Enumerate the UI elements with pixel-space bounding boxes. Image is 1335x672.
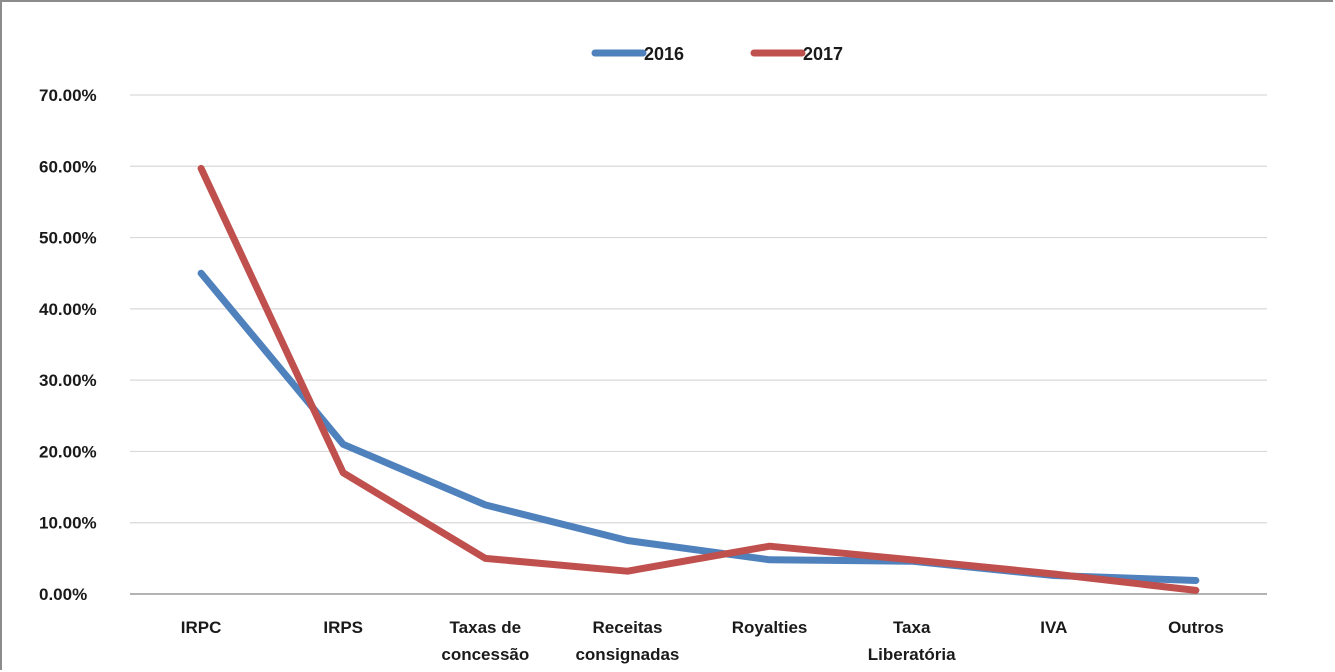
y-axis: 0.00% 10.00% 20.00% 30.00% 40.00% 50.00% 60.00… <box>39 86 97 604</box>
x-tick-label: Outros <box>1168 618 1224 637</box>
y-tick-label: 40.00% <box>39 300 97 319</box>
y-tick-label: 30.00% <box>39 371 97 390</box>
y-tick-label: 50.00% <box>39 229 97 248</box>
series-lines <box>197 164 1200 594</box>
gridlines <box>130 94 1267 595</box>
x-axis: IRPC IRPS Taxas de concessão Receitas consign… <box>181 618 1224 664</box>
legend: 2016 2017 <box>591 44 843 64</box>
x-tick-label: Taxas de concessão <box>441 618 529 664</box>
series-line-2017 <box>197 164 1200 594</box>
y-tick-label: 70.00% <box>39 86 97 105</box>
x-tick-label: IRPC <box>181 618 222 637</box>
y-tick-label: 60.00% <box>39 157 97 176</box>
y-tick-label: 0.00% <box>39 585 87 604</box>
legend-label-2016: 2016 <box>644 44 684 64</box>
x-tick-label: Taxa Liberatória <box>868 618 956 664</box>
x-tick-label: IVA <box>1040 618 1067 637</box>
legend-label-2017: 2017 <box>803 44 843 64</box>
series-line-2016 <box>197 269 1200 584</box>
x-tick-label: IRPS <box>323 618 363 637</box>
x-tick-label: Receitas consignadas <box>575 618 679 664</box>
y-tick-label: 20.00% <box>39 442 97 461</box>
y-tick-label: 10.00% <box>39 514 97 533</box>
x-tick-label: Royalties <box>732 618 808 637</box>
